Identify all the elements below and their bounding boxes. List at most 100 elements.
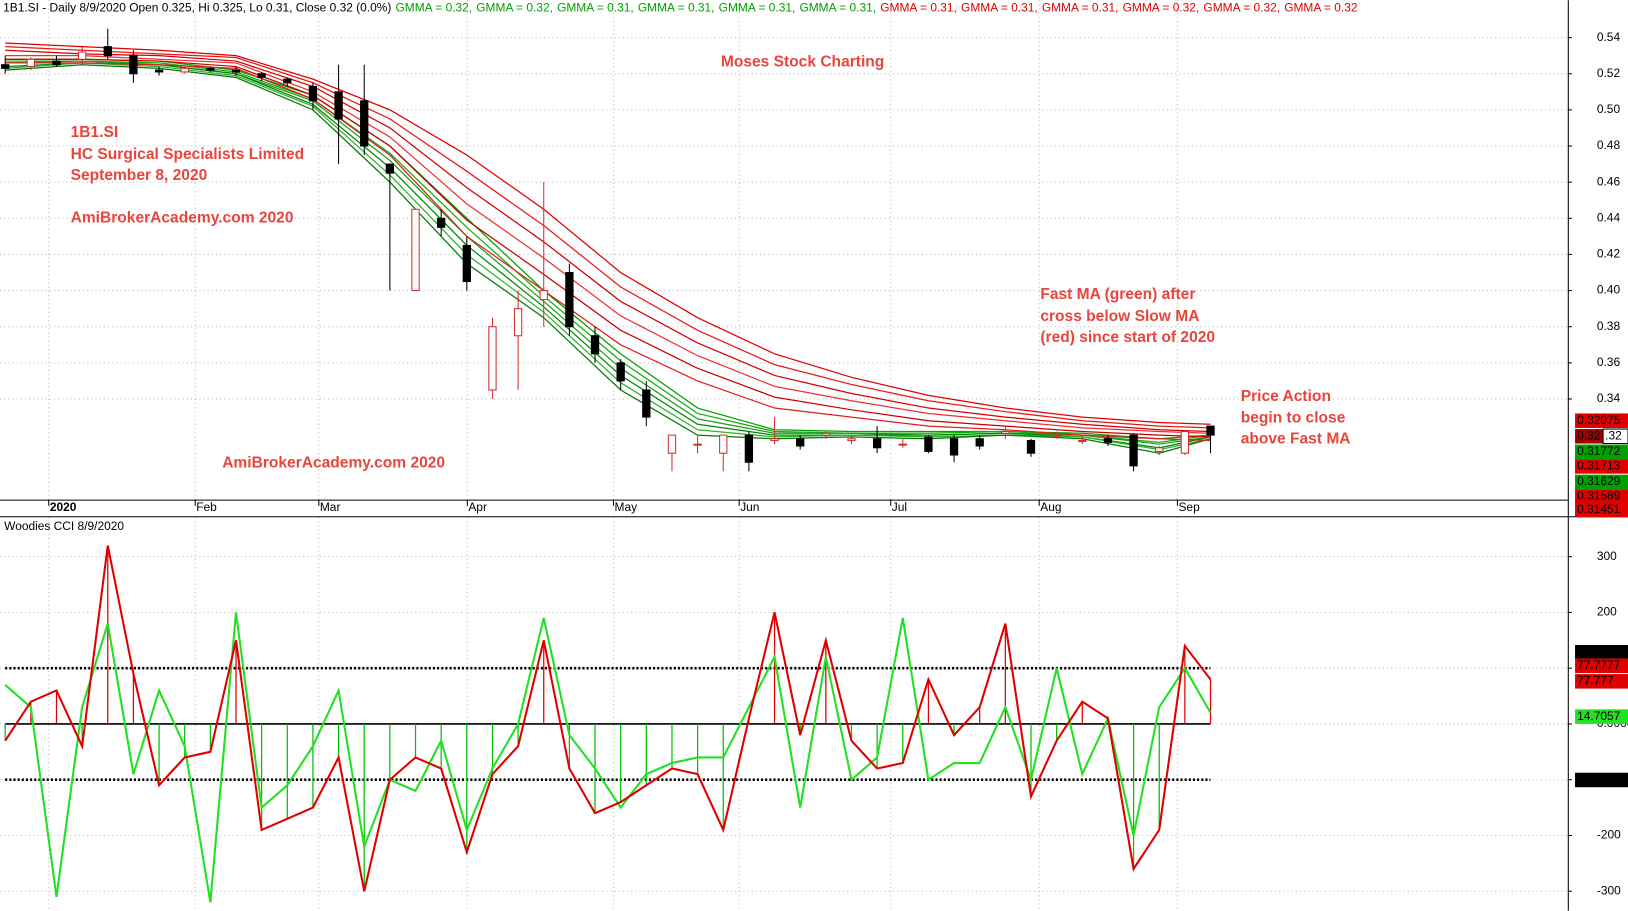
candle-body (539, 290, 548, 301)
candle-body (154, 69, 164, 73)
annotation: above Fast MA (1241, 431, 1351, 448)
candle-body (77, 51, 87, 60)
y-tick-label: 0.36 (1597, 355, 1621, 369)
candle-body (1155, 447, 1164, 452)
annotation: September 8, 2020 (71, 167, 208, 184)
y-tick-label: 0.40 (1597, 283, 1621, 297)
value-box (1575, 772, 1628, 788)
x-tick-label: Jun (740, 500, 759, 514)
annotation: HC Surgical Specialists Limited (71, 146, 305, 163)
ma-line (5, 55, 1211, 434)
annotation: (red) since start of 2020 (1040, 329, 1215, 346)
value-box-label: 0.31713 (1577, 459, 1621, 473)
ma-line (5, 64, 1211, 454)
value-box (1575, 658, 1628, 674)
y-tick-label: 0.38 (1597, 319, 1621, 333)
value-box-label: 100 (1577, 644, 1597, 658)
header-part: GMMA = 0.31, (557, 1, 634, 15)
x-tick-label: 2020 (50, 500, 77, 514)
value-box-label: 0.31772 (1577, 444, 1621, 458)
value-box (1575, 502, 1628, 518)
value-box (1575, 474, 1628, 490)
annotation: Price Action (1241, 388, 1331, 405)
candle-body (924, 436, 933, 452)
annotation: AmiBrokerAcademy.com 2020 (71, 209, 294, 226)
annotation: cross below Slow MA (1040, 308, 1199, 325)
header-part: GMMA = 0.32 (1284, 1, 1358, 15)
candle-body (334, 91, 343, 120)
header-part: GMMA = 0.32, (1123, 1, 1200, 15)
candle-body (52, 60, 61, 66)
candle-body (667, 434, 677, 454)
y-tick-label: 200 (1597, 605, 1617, 619)
candle-body (385, 163, 395, 174)
candle-body (1026, 440, 1036, 454)
annotation: Moses Stock Charting (721, 54, 884, 71)
candle-body (308, 85, 318, 102)
header-part: GMMA = 0.31, (961, 1, 1038, 15)
annotation: Fast MA (green) after (1040, 286, 1195, 303)
panel-title: Woodies CCI 8/9/2020 (4, 519, 124, 533)
value-box-label: 0.32075 (1577, 413, 1621, 427)
candle-body (1, 64, 10, 69)
candle-body (513, 308, 523, 337)
value-box-label: 0.32 (1577, 428, 1601, 442)
y-tick-label: 0.34 (1597, 391, 1621, 405)
candle-body (360, 100, 369, 147)
value-box (1575, 644, 1628, 660)
candle-body (1103, 438, 1113, 443)
header-part: GMMA = 0.32, (476, 1, 553, 15)
y-tick-label: 0.46 (1597, 174, 1621, 188)
cci-line (4, 612, 1212, 903)
value-box (1575, 444, 1628, 460)
y-tick-label: 300 (1597, 549, 1617, 563)
candle-body (590, 335, 600, 355)
x-tick-label: Aug (1040, 500, 1061, 514)
x-tick-label: Jul (892, 500, 907, 514)
candle-body (283, 78, 292, 84)
value-box (1575, 489, 1628, 504)
candle-body (847, 438, 856, 442)
candle-body (1052, 434, 1061, 437)
x-tick-label: Sep (1178, 500, 1200, 514)
annotation: begin to close (1241, 410, 1346, 427)
header-part: GMMA = 0.31, (799, 1, 876, 15)
candle-body (642, 389, 651, 418)
chart-header: 1B1.SI - Daily 8/9/2020 Open 0.325, Hi 0… (3, 1, 1358, 15)
ma-line (5, 42, 1211, 425)
ma-line (5, 46, 1211, 429)
candle-body (411, 208, 420, 292)
candle-body (719, 434, 728, 454)
candle-body (206, 67, 215, 71)
value-box-label: 77.777 (1577, 673, 1614, 687)
candle-body (949, 438, 959, 456)
y-tick-label: 0.42 (1597, 247, 1621, 261)
y-tick-label: 0.50 (1597, 102, 1621, 116)
y-tick-label: 0.44 (1597, 210, 1621, 224)
cci-line (4, 545, 1212, 892)
candle-body (180, 67, 189, 73)
candle-body (898, 443, 907, 446)
candle-body (770, 438, 779, 442)
candle-body (1206, 425, 1215, 436)
y-tick-label: 0.52 (1597, 66, 1621, 80)
value-box (1575, 413, 1628, 428)
x-tick-label: May (615, 500, 638, 514)
header-part: 1B1.SI - Daily 8/9/2020 Open 0.325, Hi 0… (3, 1, 391, 15)
ma-line (5, 49, 1211, 433)
candle-body (693, 443, 702, 446)
value-box (1575, 674, 1628, 689)
value-box (1575, 459, 1628, 474)
candle-body (462, 244, 471, 283)
candle-body (1078, 440, 1087, 443)
value-box-label: 14.7057 (1577, 709, 1621, 723)
x-tick-label: Apr (468, 500, 487, 514)
header-part: GMMA = 0.32, (395, 1, 472, 15)
value-box-label: -100 (1577, 772, 1601, 786)
annotation: 1B1.SI (71, 124, 119, 141)
header-part: GMMA = 0.31, (880, 1, 957, 15)
candle-body (103, 46, 112, 57)
candle-body (1001, 430, 1010, 434)
